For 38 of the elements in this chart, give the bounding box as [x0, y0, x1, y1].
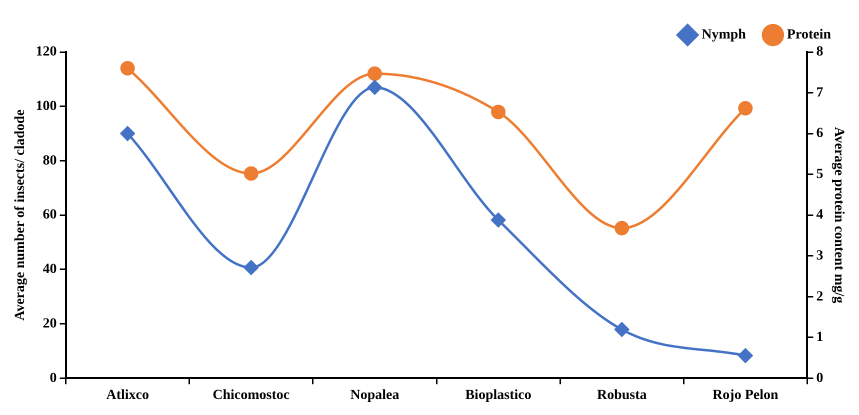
point — [120, 126, 135, 141]
y-tick-label: 20 — [42, 316, 57, 332]
x-tick-label: Bioplastico — [465, 388, 532, 404]
point — [120, 61, 135, 76]
y-tick-label: 0 — [50, 370, 57, 386]
y-tick-label: 80 — [42, 153, 57, 168]
point — [367, 66, 382, 81]
y2-axis-title: Average protein content mg/g — [830, 126, 846, 304]
y2-tick-label: 8 — [816, 44, 824, 60]
point — [614, 322, 630, 337]
y2-tick-label: 3 — [816, 248, 824, 264]
y2-tick-label: 2 — [816, 289, 824, 304]
x-tick-label: Chicomostoc — [212, 388, 290, 404]
y-tick-label: 40 — [42, 262, 57, 278]
point — [738, 101, 753, 116]
x-tick-label: Atlixco — [106, 388, 149, 404]
y-axis-title: Average number of insects/ cladode — [13, 110, 28, 321]
y2-tick-label: 6 — [816, 126, 824, 142]
legend-label: Nymph — [702, 28, 746, 43]
y2-tick-label: 0 — [816, 370, 824, 386]
point — [244, 260, 258, 275]
point — [491, 104, 506, 120]
y-tick-label: 100 — [36, 98, 57, 114]
y-tick-label: 120 — [36, 44, 57, 60]
y2-tick-label: 4 — [816, 208, 824, 223]
y2-tick-label: 5 — [816, 166, 824, 182]
y2-tick-label: 7 — [816, 85, 824, 100]
point — [738, 348, 753, 363]
y-tick-label: 60 — [42, 208, 57, 223]
x-tick-label: Rojo Pelon — [712, 388, 778, 404]
x-tick-label: Nopalea — [350, 388, 400, 404]
y2-tick-label: 1 — [816, 330, 824, 346]
legend-label: Protein — [786, 28, 832, 43]
point — [244, 166, 258, 181]
x-tick-label: Robusta — [596, 388, 647, 404]
point — [367, 80, 382, 95]
point — [614, 220, 630, 236]
point — [491, 212, 506, 228]
